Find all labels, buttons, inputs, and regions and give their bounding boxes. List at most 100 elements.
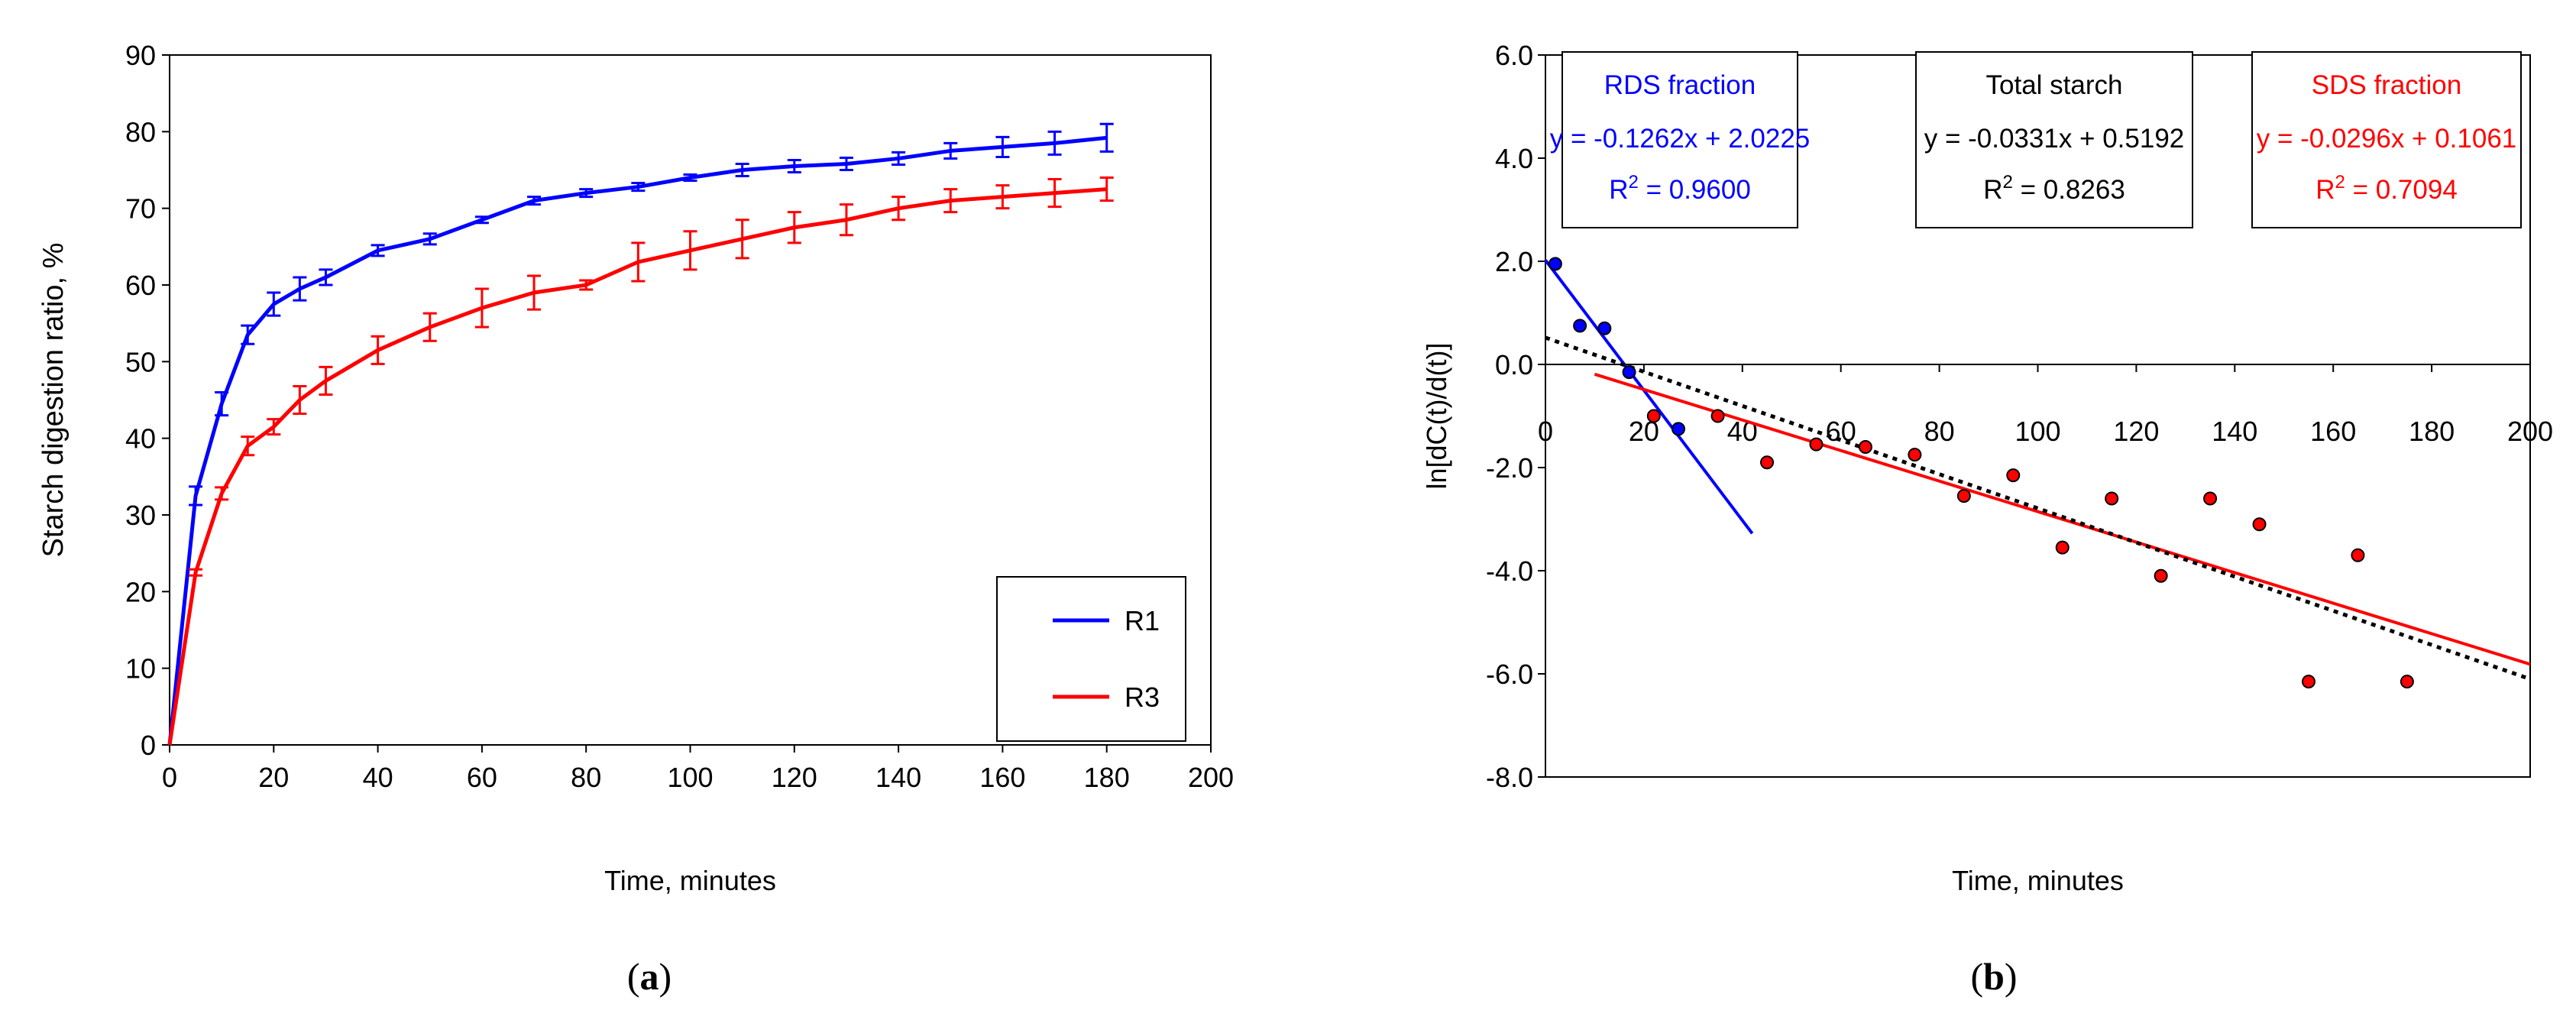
error-bar-R1 [474, 215, 489, 225]
x-tick-label: 100 [2015, 416, 2060, 447]
r2-exponent: 2 [1628, 172, 1638, 193]
error-bar-R1 [631, 182, 646, 193]
r2-prefix: R [1983, 175, 2002, 205]
data-point [2301, 675, 2315, 689]
r2-value: = 0.7094 [2345, 175, 2458, 205]
data-point [2154, 568, 2168, 583]
x-tick-label: 160 [979, 762, 1025, 793]
x-tick-label: 100 [667, 762, 713, 793]
annotation-r2: R2 = 0.7094 [2315, 172, 2458, 205]
data-point [1622, 365, 1636, 380]
y-tick-label: 60 [125, 270, 156, 301]
error-bar-R3 [319, 365, 333, 396]
error-bar-R3 [787, 211, 801, 244]
data-point [2252, 517, 2267, 532]
error-bar-R1 [839, 156, 853, 171]
error-bar-R3 [474, 287, 489, 329]
error-bar-R3 [267, 418, 281, 436]
data-point [1671, 422, 1686, 436]
y-tick-label: -2.0 [1486, 452, 1533, 484]
error-bar-R3 [995, 184, 1010, 210]
data-point [1597, 321, 1612, 335]
error-bar-R1 [735, 162, 749, 178]
annotation-title: RDS fraction [1604, 70, 1756, 100]
data-point [1573, 319, 1587, 333]
error-bar-R1 [527, 196, 542, 206]
y-tick-label: 80 [125, 116, 156, 147]
annotation-title: Total starch [1986, 70, 2123, 100]
error-bar-R3 [579, 279, 594, 291]
annotation-equation: y = -0.1262x + 2.0225 [1550, 124, 1811, 154]
y-tick-label: 20 [125, 576, 156, 607]
chart-b: -8.0-6.0-4.0-2.00.02.04.06.00 20 40 60 80 100… [1421, 40, 2553, 896]
y-tick-label: 2.0 [1495, 246, 1533, 277]
data-point [1809, 437, 1824, 452]
annotation-r2: R2 = 0.9600 [1609, 172, 1751, 205]
data-point [2351, 548, 2365, 562]
y-tick-label: -4.0 [1486, 555, 1533, 587]
error-bar-R3 [1099, 176, 1114, 202]
y-tick-label: 10 [125, 653, 156, 685]
annotation-equation: y = -0.0296x + 0.1061 [2257, 124, 2517, 154]
error-bar-R1 [1099, 122, 1114, 153]
data-point [2006, 468, 2021, 483]
r2-value: = 0.8263 [2013, 175, 2125, 205]
y-tick-label: 0 [141, 730, 156, 761]
x-tick-label: 0 [1538, 416, 1553, 447]
annotation-equation: y = -0.0331x + 0.5192 [1924, 124, 2185, 154]
y-tick-label: 40 [125, 423, 156, 455]
error-bar-R3 [1047, 178, 1062, 209]
x-tick-label: 20 [258, 762, 289, 793]
r2-exponent: 2 [2002, 172, 2012, 193]
panel-label-b: (b) [1970, 955, 2017, 998]
error-bar-R1 [1047, 130, 1062, 156]
error-bar-R3 [371, 335, 385, 365]
r2-exponent: 2 [2335, 172, 2345, 193]
trendline-rds-fraction [1544, 259, 1754, 535]
annotation-box: SDS fraction y = -0.0296x + 0.1061 R2 = 0.… [2251, 51, 2522, 228]
y-tick-label: -6.0 [1486, 659, 1533, 690]
legend-box [996, 576, 1186, 742]
x-tick-label: 60 [1826, 416, 1856, 447]
error-bar-R3 [631, 241, 646, 283]
x-tick-label: 140 [875, 762, 921, 793]
error-bar-R3 [215, 486, 229, 501]
error-bar-R3 [943, 188, 958, 214]
error-bar-R3 [527, 274, 542, 311]
x-tick-label: 200 [1188, 762, 1234, 793]
error-bar-R1 [319, 268, 333, 287]
x-tick-label: 80 [571, 762, 601, 793]
legend-label: R3 [1125, 681, 1160, 713]
y-tick-label: 4.0 [1495, 143, 1533, 174]
data-point [2055, 540, 2070, 555]
data-point [1858, 440, 1872, 454]
x-tick-label: 40 [363, 762, 393, 793]
error-bar-R3 [683, 230, 697, 271]
legend: R1 R3 [996, 576, 1186, 742]
error-bar-R1 [371, 244, 385, 257]
series-line-R3 [167, 187, 1107, 746]
error-bar-R3 [892, 196, 906, 222]
annotation-box: Total starch y = -0.0331x + 0.5192 R2 = 0.… [1915, 51, 2193, 228]
y-tick-label: 30 [125, 500, 156, 531]
x-tick-label: 60 [467, 762, 497, 793]
trendline-sds-fraction [1594, 372, 2531, 666]
series-line-R1 [167, 135, 1107, 746]
error-bar-R3 [241, 435, 255, 457]
x-tick-label: 200 [2507, 416, 2553, 447]
y-tick-label: 50 [125, 346, 156, 377]
y-tick-label: 6.0 [1495, 40, 1533, 71]
x-tick-label: 160 [2310, 416, 2356, 447]
error-bar-R1 [293, 276, 307, 302]
annotation-box: RDS fraction y = -0.1262x + 2.0225 R2 = 0.… [1550, 51, 1811, 228]
data-point [2203, 491, 2218, 506]
annotation-frame [1561, 51, 1798, 228]
error-bar-R3 [735, 219, 749, 260]
error-bar-R1 [787, 158, 801, 174]
y-axis-title: ln[dC(t)/d(t)] [1421, 342, 1452, 489]
error-bar-R1 [241, 324, 255, 345]
error-bar-R3 [839, 203, 853, 237]
trendline-total-starch [1545, 335, 2531, 681]
error-bar-R3 [189, 568, 203, 577]
